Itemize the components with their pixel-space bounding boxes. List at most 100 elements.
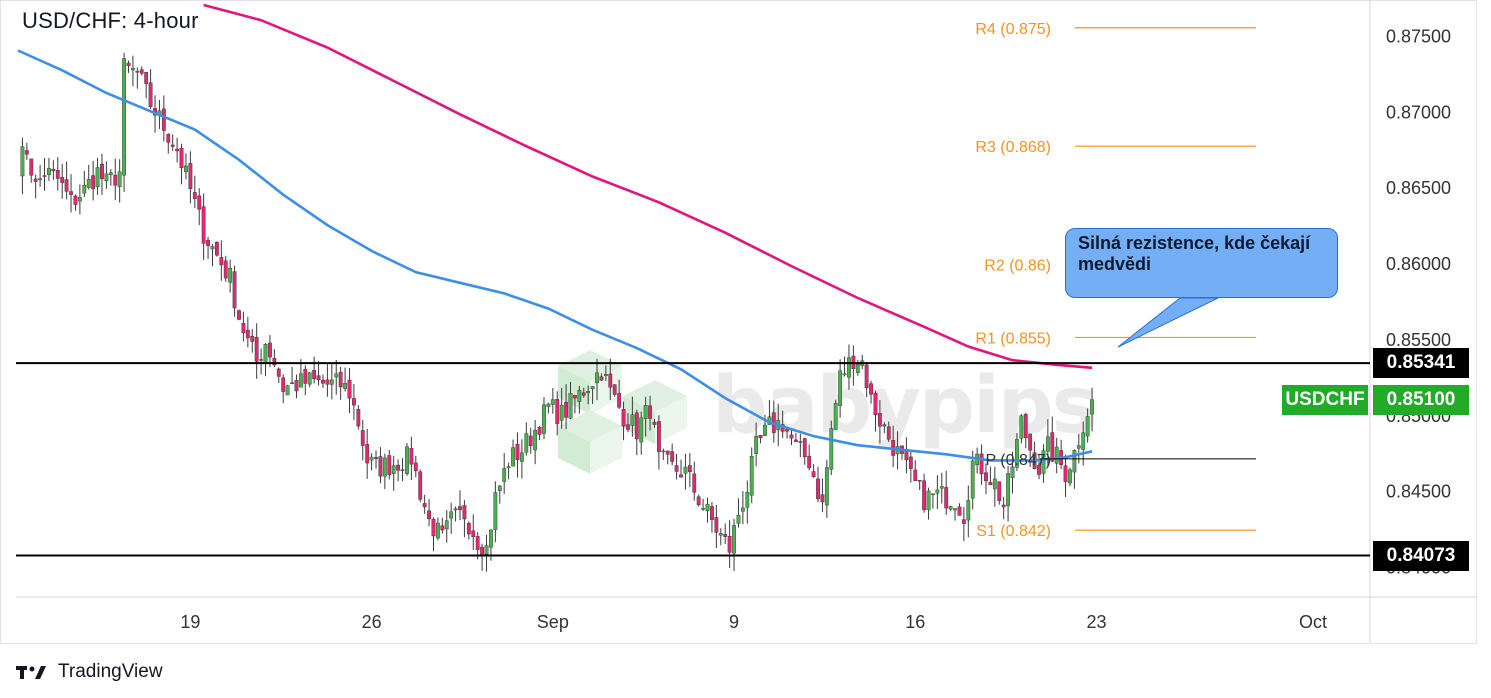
candle-body [170,144,175,147]
candle-body [524,433,529,453]
candle-body [727,535,732,553]
candle-body [1037,464,1041,475]
candle-body [1050,432,1055,462]
candle-body [621,409,626,427]
candle-body [29,158,34,176]
candle-body [108,172,113,176]
candle-body [935,489,940,494]
candle-body [69,191,73,195]
candles-group [20,52,1094,572]
candle-body [754,436,759,454]
price-tick-label: 0.86500 [1386,178,1451,198]
candle-body [758,435,763,439]
candle-body [316,375,321,380]
footer-brand[interactable]: TradingView [16,660,163,684]
candle-body [422,503,427,508]
chart-border [0,0,1477,644]
candle-body [387,455,392,476]
candle-body [343,383,347,389]
candle-body [710,506,714,520]
candle-body [352,398,356,406]
candle-body [241,322,246,334]
candle-body [237,310,241,320]
candle-body [1076,445,1081,449]
candle-body [104,173,109,182]
candle-body [1054,446,1059,464]
time-axis: 19 26 Sep 9 16 23 Oct [180,612,1327,632]
watermark-cube-icon [623,380,687,412]
candle-body [617,393,622,408]
candle-body [502,468,507,482]
candle-body [179,147,184,169]
candle-body [1072,450,1077,473]
candle-body [886,426,891,440]
candle-body [223,260,228,279]
candle-body [126,62,131,66]
candle-body [922,480,927,511]
price-tick-label: 0.86000 [1386,254,1451,274]
moving-average-slow-line [203,3,1093,370]
candle-body [953,508,957,511]
candle-body [657,421,661,452]
candle-body [586,391,591,394]
candle-body [581,392,586,396]
watermark-text: babypips [712,361,1096,451]
candle-body [687,465,692,473]
candle-body [944,487,949,509]
candle-body [701,508,706,510]
candle-body [175,148,180,152]
candle-body [997,481,1002,501]
candle-body [86,179,91,188]
candle-body [811,471,816,478]
candle-body [1006,473,1010,507]
watermark-cube-icon [590,426,622,474]
candle-body [573,395,577,399]
time-tick-label: 26 [362,612,382,632]
price-tick-label: 0.87000 [1386,102,1451,122]
price-tick-label: 0.84500 [1386,482,1451,502]
candle-body [878,413,882,427]
pivot-label-r3: R3 (0.868) [975,139,1051,156]
time-tick-label: 19 [180,612,200,632]
candle-body [268,342,272,358]
resistance-price-tag: 0.85341 [1373,348,1469,379]
candle-body [409,448,414,465]
candle-body [365,444,370,464]
candle-body [648,405,652,419]
candle-body [484,545,489,555]
candle-body [148,82,153,107]
candle-body [462,505,467,520]
candle-body [24,150,29,155]
babypips-watermark: babypips [558,350,1098,474]
pivot-label-s1: S1 (0.842) [976,523,1051,540]
candle-body [732,525,736,554]
candle-body [166,133,171,143]
candle-body [374,457,378,460]
candle-body [144,72,149,84]
candle-body [1045,436,1050,452]
tradingview-logo-icon [16,666,46,679]
candle-body [188,163,193,189]
candle-body [1023,414,1028,439]
candle-body [122,58,126,176]
candle-body [634,412,639,440]
candle-body [95,167,100,188]
price-axis: 0.875000.870000.865000.860000.855000.850… [1386,26,1451,577]
candle-body [749,455,754,496]
candle-body [192,192,197,199]
candle-body [957,506,962,516]
candle-body [250,335,255,342]
candle-body [1068,469,1072,484]
candle-body [506,466,511,469]
candle-body [51,169,56,172]
pivot-levels-group: R4 (0.875) R3 (0.868) R2 (0.86) R1 (0.855) P… [975,21,1256,540]
candle-body [696,496,701,505]
candle-body [979,453,984,475]
candle-body [794,439,798,442]
candle-body [519,452,524,462]
candle-body [201,206,206,244]
candle-body [948,506,953,510]
candle-body [714,517,719,533]
candle-body [988,482,993,486]
